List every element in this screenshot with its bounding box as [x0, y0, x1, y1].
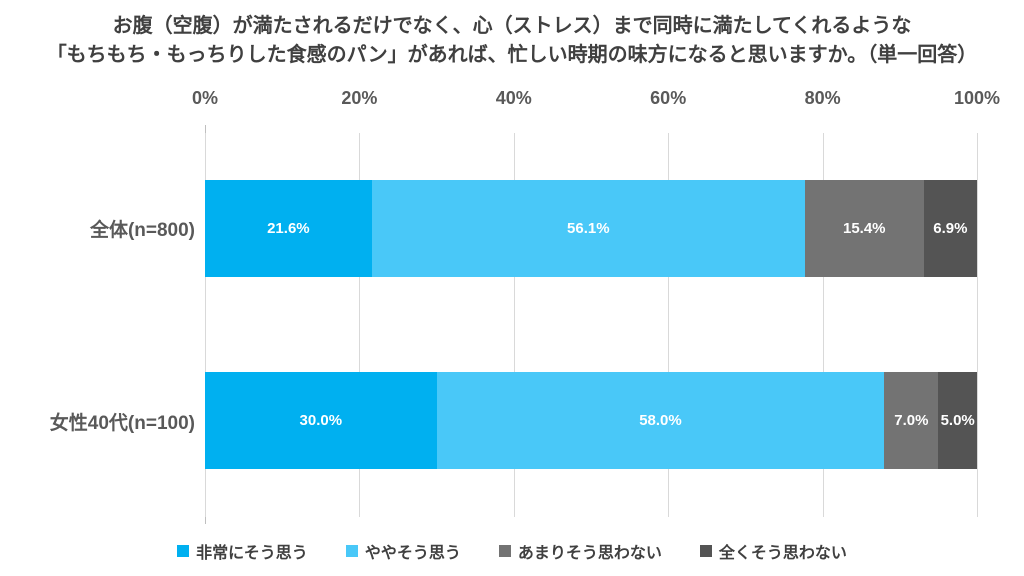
gridline-100: [977, 133, 978, 517]
bar-value-label: 5.0%: [940, 412, 975, 429]
category-label-female-40s: 女性40代(n=100): [49, 413, 195, 434]
category-label-total: 全体(n=800): [89, 220, 195, 241]
chart-title: お腹（空腹）が満たされるだけでなく、心（ストレス）まで同時に満たしてくれるような…: [0, 12, 1024, 70]
x-axis-tick-40: 40%: [495, 88, 532, 108]
bar-segment: 7.0%: [884, 372, 939, 469]
x-axis-tick-100: 100%: [953, 88, 1001, 108]
gridline-40: [513, 133, 515, 517]
legend-label: 全くそう思わない: [718, 545, 847, 562]
bar-row-total: 21.6% 56.1% 15.4% 6.9%: [205, 180, 977, 277]
legend-label: 非常にそう思う: [196, 545, 308, 562]
axis-tick-mark-bottom: [205, 517, 206, 524]
legend: 非常にそう思う ややそう思う あまりそう思わない 全くそう思わない: [0, 539, 1024, 563]
bar-value-label: 21.6%: [267, 220, 310, 237]
legend-swatch-icon: [699, 545, 712, 557]
chart-title-line1: お腹（空腹）が満たされるだけでなく、心（ストレス）まで同時に満たしてくれるような: [112, 15, 912, 37]
legend-item-strongly-agree: 非常にそう思う: [177, 539, 308, 563]
x-axis-tick-80: 80%: [804, 88, 841, 108]
bar-value-label: 7.0%: [894, 412, 929, 429]
x-axis-tick-0: 0%: [191, 88, 219, 108]
legend-swatch-icon: [177, 545, 190, 557]
legend-item-somewhat-agree: ややそう思う: [345, 539, 461, 563]
bar-row-female-40s: 30.0% 58.0% 7.0% 5.0%: [205, 372, 977, 469]
bar-value-label: 58.0%: [639, 412, 682, 429]
bar-segment: 5.0%: [938, 372, 977, 469]
bar-segment: 30.0%: [205, 372, 437, 469]
chart-title-line2: 「もちもち・もっちりした食感のパン」があれば、忙しい時期の味方になると思いますか…: [46, 44, 978, 66]
x-axis: 0% 20% 40% 60% 80% 100%: [192, 88, 1000, 112]
gridline-0: [205, 133, 206, 517]
gridline-80: [822, 133, 824, 517]
bar-segment: 21.6%: [205, 180, 372, 277]
bar-value-label: 56.1%: [567, 220, 610, 237]
bar-segment: 58.0%: [436, 372, 885, 469]
bar-value-label: 30.0%: [299, 412, 343, 429]
bar-segment: 15.4%: [804, 180, 924, 277]
bar-value-label: 6.9%: [933, 220, 968, 237]
legend-label: あまりそう思わない: [517, 545, 662, 562]
gridline-20: [359, 133, 361, 517]
legend-swatch-icon: [345, 545, 358, 557]
x-axis-tick-20: 20%: [341, 88, 378, 108]
legend-swatch-icon: [498, 545, 511, 557]
axis-tick-mark-top: [205, 125, 206, 133]
bar-segment: 6.9%: [923, 180, 977, 277]
x-axis-tick-60: 60%: [650, 88, 687, 108]
gridline-60: [668, 133, 670, 517]
legend-item-somewhat-disagree: あまりそう思わない: [498, 539, 662, 563]
legend-item-strongly-disagree: 全くそう思わない: [699, 539, 847, 563]
legend-label: ややそう思う: [364, 545, 461, 562]
plot-area: 21.6% 56.1% 15.4% 6.9% 30.0% 58.0% 7.0%: [205, 125, 978, 524]
bar-value-label: 15.4%: [842, 220, 886, 237]
bar-segment: 56.1%: [371, 180, 805, 277]
